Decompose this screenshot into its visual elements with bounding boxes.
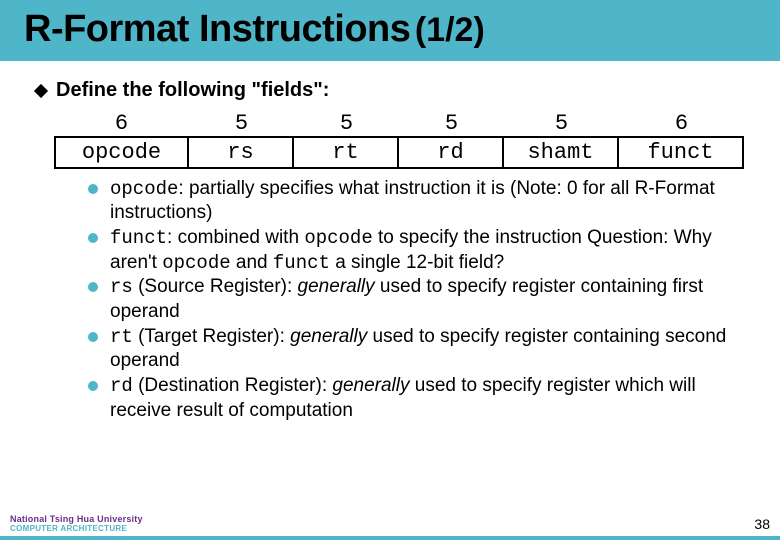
bit-width: 5 bbox=[504, 112, 619, 136]
field-label: shamt bbox=[504, 136, 619, 168]
bullet-text-span: funct bbox=[273, 252, 330, 274]
bullet-text-span: opcode bbox=[162, 252, 230, 274]
field-label: rs bbox=[189, 136, 294, 168]
lead-text: Define the following "fields": bbox=[56, 79, 329, 102]
bullet-text-span: opcode bbox=[110, 178, 178, 200]
title-bar: R-Format Instructions (1/2) bbox=[0, 0, 780, 61]
footer-logo: National Tsing Hua University COMPUTER A… bbox=[10, 515, 143, 534]
bullet-text-span: funct bbox=[110, 227, 167, 249]
bullet-text-span: generally bbox=[332, 375, 409, 396]
bullet-text-span: generally bbox=[290, 326, 367, 347]
field-label: rd bbox=[399, 136, 504, 168]
field-label: funct bbox=[619, 136, 744, 168]
field-bits-row: 6 5 5 5 5 6 bbox=[54, 112, 748, 136]
diamond-bullet-icon bbox=[34, 83, 48, 97]
bullet-text-span: rt bbox=[110, 326, 133, 348]
lead-line: Define the following "fields": bbox=[36, 79, 748, 102]
bullet-text-span: rs bbox=[110, 276, 133, 298]
title-suffix: (1/2) bbox=[415, 11, 485, 49]
bit-width: 6 bbox=[619, 112, 744, 136]
footer-course: COMPUTER ARCHITECTURE bbox=[10, 525, 143, 534]
field-label: opcode bbox=[54, 136, 189, 168]
bit-width: 5 bbox=[399, 112, 504, 136]
bullet-item: funct: combined with opcode to specify t… bbox=[88, 226, 748, 275]
bit-width: 6 bbox=[54, 112, 189, 136]
bullet-item: rd (Destination Register): generally use… bbox=[88, 374, 748, 423]
bullet-text-span: : combined with bbox=[167, 227, 304, 248]
page-number: 38 bbox=[754, 516, 770, 532]
footer: National Tsing Hua University COMPUTER A… bbox=[0, 506, 780, 540]
footer-university: National Tsing Hua University bbox=[10, 514, 143, 524]
bullet-text-span: rd bbox=[110, 375, 133, 397]
bit-width: 5 bbox=[294, 112, 399, 136]
bullet-item: opcode: partially specifies what instruc… bbox=[88, 177, 748, 226]
bullet-text-span: (Source Register): bbox=[133, 276, 298, 297]
slide-content: Define the following "fields": 6 5 5 5 5… bbox=[0, 61, 780, 423]
bullet-text-span: opcode bbox=[304, 227, 372, 249]
footer-stripe bbox=[0, 536, 780, 540]
title-main: R-Format Instructions bbox=[24, 8, 410, 50]
bullet-text-span: (Target Register): bbox=[133, 326, 290, 347]
bullet-text-span: and bbox=[231, 252, 273, 273]
bullet-list: opcode: partially specifies what instruc… bbox=[88, 177, 748, 424]
bullet-text-span: a single 12-bit field? bbox=[330, 252, 504, 273]
bullet-text-span: generally bbox=[298, 276, 375, 297]
bit-width: 5 bbox=[189, 112, 294, 136]
field-labels-row: opcode rs rt rd shamt funct bbox=[54, 136, 748, 168]
bullet-text-span: : partially specifies what instruction i… bbox=[110, 178, 715, 224]
bullet-item: rs (Source Register): generally used to … bbox=[88, 275, 748, 324]
bullet-text-span: (Destination Register): bbox=[133, 375, 333, 396]
field-label: rt bbox=[294, 136, 399, 168]
bullet-item: rt (Target Register): generally used to … bbox=[88, 325, 748, 374]
